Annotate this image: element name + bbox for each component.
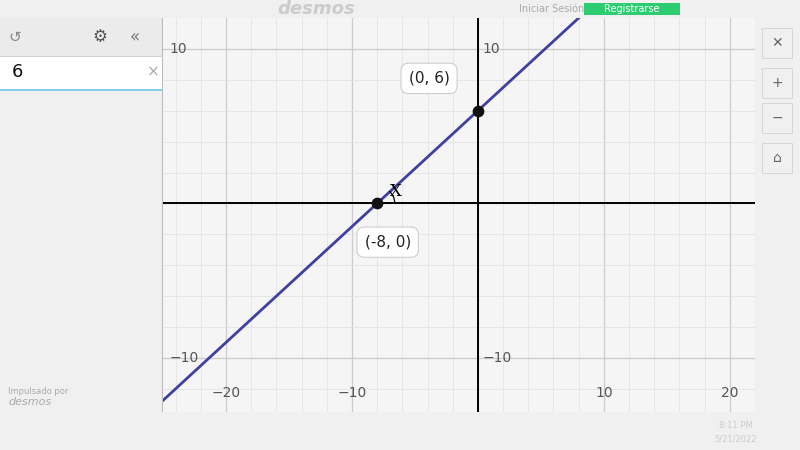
Text: (0, 6): (0, 6): [409, 71, 450, 86]
Text: −20: −20: [211, 386, 241, 400]
Bar: [0, 89, 162, 91]
Text: ⚙: ⚙: [93, 28, 107, 46]
Text: 10: 10: [170, 42, 187, 56]
Bar: [762, 103, 792, 133]
Text: Impulsado por: Impulsado por: [8, 387, 68, 396]
Text: 10: 10: [482, 42, 500, 56]
Point: [471, 107, 484, 114]
Text: ↺: ↺: [9, 30, 22, 45]
Text: 5/21/2022: 5/21/2022: [714, 434, 758, 443]
Bar: [762, 28, 792, 58]
Bar: [762, 143, 792, 173]
Text: −10: −10: [482, 351, 511, 365]
Text: (-8, 0): (-8, 0): [365, 234, 410, 250]
Text: 8:11 PM: 8:11 PM: [719, 421, 753, 430]
Text: ✕: ✕: [771, 36, 783, 50]
Text: −10: −10: [170, 351, 198, 365]
Bar: [584, 3, 680, 15]
Text: Registrarse: Registrarse: [604, 4, 660, 14]
Text: 10: 10: [595, 386, 613, 400]
Text: desmos: desmos: [8, 397, 51, 407]
Text: 6: 6: [12, 63, 23, 81]
Text: ×: ×: [146, 64, 159, 79]
Bar: [0, 56, 162, 91]
Point: [370, 200, 383, 207]
Text: ⌂: ⌂: [773, 151, 782, 165]
Bar: [762, 68, 792, 98]
Text: −: −: [771, 111, 783, 125]
Bar: [0, 18, 163, 56]
Text: +: +: [771, 76, 783, 90]
Text: Iniciar Sesión: Iniciar Sesión: [519, 4, 585, 14]
Text: −10: −10: [338, 386, 366, 400]
Text: «: «: [130, 28, 140, 46]
Text: X: X: [390, 183, 402, 200]
Text: desmos: desmos: [277, 0, 355, 18]
Text: 20: 20: [721, 386, 738, 400]
